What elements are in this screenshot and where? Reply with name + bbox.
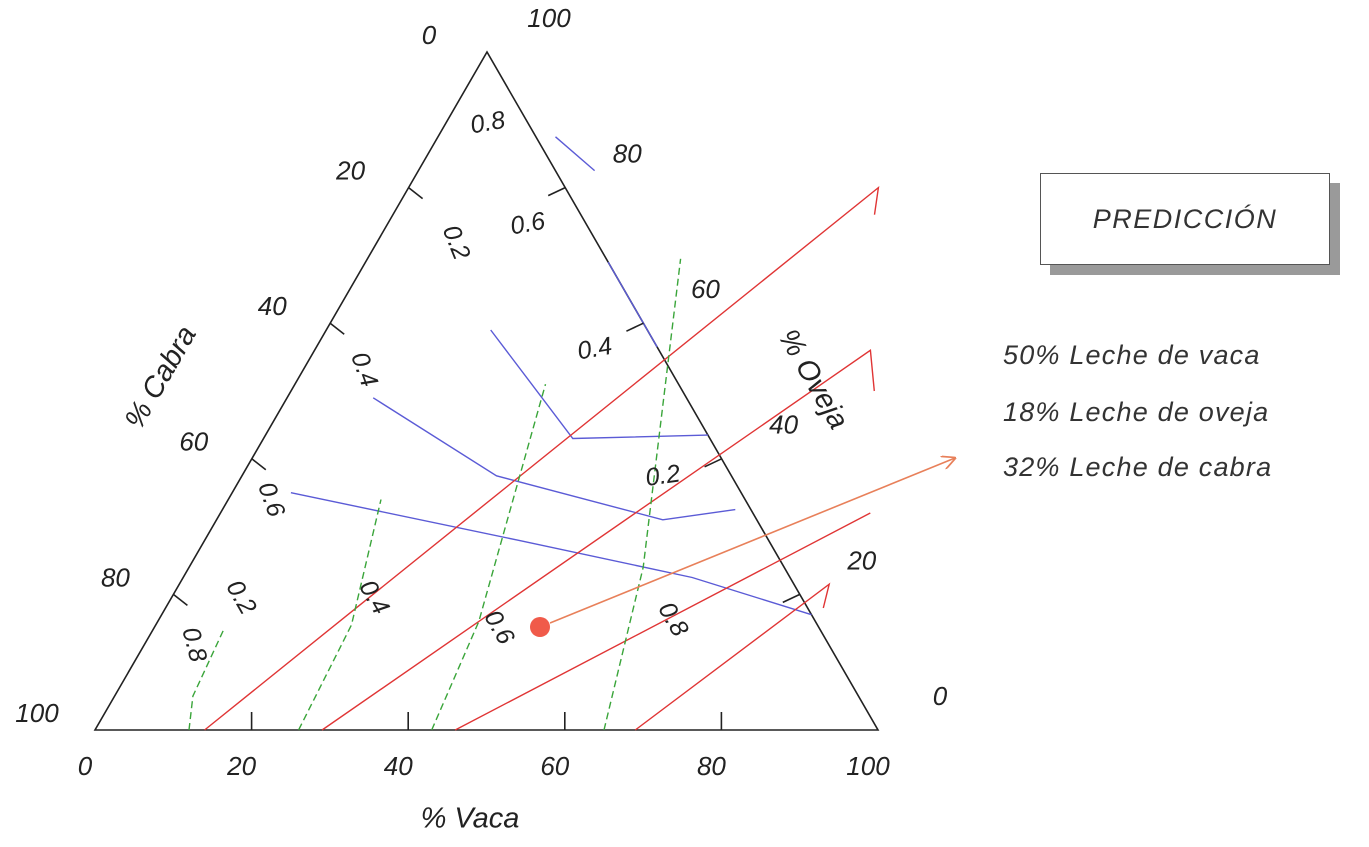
oveja-tick-label: 60 [691,274,720,304]
contour-label: 0.6 [252,478,290,520]
oveja-tick [704,458,722,468]
prediction-line-cabra: 32% Leche de cabra [1003,452,1273,482]
prediction-point [530,617,550,637]
contour-line [555,136,596,172]
contour-label: 0.2 [437,221,476,264]
contour-line [490,329,708,440]
contour-line [431,384,547,731]
prediction-line-vaca: 50% Leche de vaca [1003,340,1261,370]
vaca-tick-label: 60 [540,751,569,781]
cabra-tick-label: 0 [422,20,437,50]
contour-label: 0.2 [644,459,682,492]
oveja-tick-label: 100 [527,3,571,33]
contour-label: 0.6 [508,207,547,241]
contour-label: 0.6 [478,605,520,649]
contour-label: 0.8 [176,624,212,665]
contour-line [372,397,736,521]
prediction-title: PREDICCIÓN [1092,203,1278,234]
cabra-tick-label: 80 [101,562,130,592]
cabra-tick-label: 60 [179,427,208,457]
cabra-tick [172,593,188,607]
cabra-tick-label: 40 [258,291,287,321]
vaca-tick-label: 100 [846,751,890,781]
contour-line [634,582,831,731]
oveja-tick [782,593,801,604]
contour-line [603,258,682,731]
oveja-tick [626,322,644,332]
vaca-tick-label: 40 [384,751,413,781]
vaca-axis-label: % Vaca [421,803,520,835]
oveja-tick-label: 0 [933,681,948,711]
ternary-triangle [93,50,880,731]
prediction-legend-box: PREDICCIÓN [1040,173,1330,265]
oveja-tick-label: 80 [613,138,642,168]
vaca-tick-label: 0 [78,751,93,781]
cabra-tick [329,322,345,335]
cabra-tick [251,458,267,471]
cabra-tick-label: 20 [335,155,365,185]
contour-label: 0.8 [468,106,507,140]
contour-label: 0.4 [575,332,614,366]
oveja-tick [547,186,566,197]
contour-line [188,628,225,731]
cabra-axis-label: % Cabra [119,320,203,434]
vaca-tick-label: 20 [226,751,256,781]
contour-line [607,261,658,348]
contour-label: 0.4 [345,348,383,390]
contour-label: 0.8 [652,597,694,641]
cabra-tick [408,186,424,200]
prediction-arrow [549,458,955,624]
contour-line [454,512,871,731]
contour-line [290,492,812,616]
vaca-tick-label: 80 [697,751,726,781]
oveja-tick-label: 40 [769,410,798,440]
contour-line [204,185,880,731]
prediction-line-oveja: 18% Leche de oveja [1003,397,1270,427]
cabra-tick-label: 100 [15,698,59,728]
contour-line [297,499,382,731]
contour-label: 0.2 [220,575,262,619]
oveja-tick-label: 20 [846,545,876,575]
contour-line [321,349,875,731]
